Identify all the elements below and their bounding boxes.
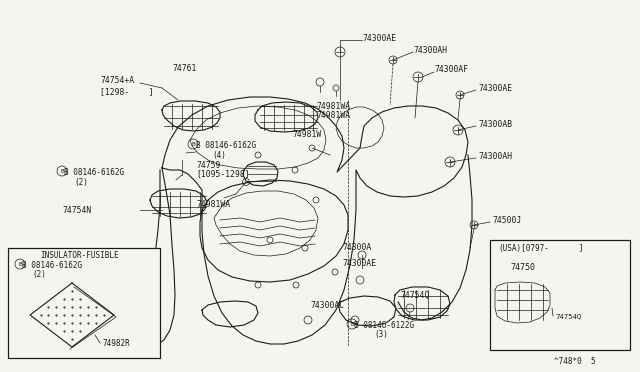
Text: 74500J: 74500J	[492, 215, 521, 224]
Text: 74300AE: 74300AE	[342, 260, 376, 269]
Text: (2): (2)	[32, 270, 46, 279]
Text: B: B	[18, 262, 22, 266]
Text: 74981WA: 74981WA	[196, 199, 230, 208]
Text: 74300AF: 74300AF	[434, 64, 468, 74]
Text: (USA)[0797-: (USA)[0797-	[498, 244, 549, 253]
Text: 74981W: 74981W	[292, 129, 321, 138]
Text: 74754+A: 74754+A	[100, 76, 134, 84]
Text: 74300AE: 74300AE	[362, 33, 396, 42]
Text: 74754N: 74754N	[62, 205, 92, 215]
Text: 74982R: 74982R	[102, 339, 130, 347]
Text: INSULATOR-FUSIBLE: INSULATOR-FUSIBLE	[41, 251, 119, 260]
Text: B 08146-6162G: B 08146-6162G	[196, 141, 256, 150]
Text: B 08146-6162G: B 08146-6162G	[22, 260, 82, 269]
Text: B 08146-6122G: B 08146-6122G	[354, 321, 414, 330]
Text: 74300AH: 74300AH	[413, 45, 447, 55]
Text: B: B	[191, 141, 195, 147]
Bar	[8, 248, 160, 358]
Text: (2): (2)	[74, 177, 88, 186]
Text: ]: ]	[565, 244, 584, 253]
Text: 74754Q: 74754Q	[400, 291, 429, 299]
Text: 74300AH: 74300AH	[478, 151, 512, 160]
Bar	[490, 240, 630, 350]
Text: 74759: 74759	[196, 160, 220, 170]
Text: B: B	[60, 169, 64, 173]
Text: 74300A: 74300A	[342, 244, 371, 253]
Text: 74981WA: 74981WA	[316, 110, 350, 119]
Text: 74300AB: 74300AB	[478, 119, 512, 128]
Text: 74754Q: 74754Q	[555, 313, 581, 319]
Text: 74750: 74750	[510, 263, 535, 273]
Bar	[8, 248, 160, 358]
Text: 74981WA: 74981WA	[316, 102, 350, 110]
Text: B 08146-6162G: B 08146-6162G	[64, 167, 124, 176]
Text: ^748*0  5: ^748*0 5	[554, 357, 596, 366]
Text: [1298-    ]: [1298- ]	[100, 87, 154, 96]
Text: [1095-1298]: [1095-1298]	[196, 170, 250, 179]
Text: B: B	[350, 321, 354, 327]
Text: 74300AC: 74300AC	[310, 301, 344, 311]
Bar	[490, 240, 630, 350]
Text: (3): (3)	[374, 330, 388, 340]
Text: 74300AE: 74300AE	[478, 83, 512, 93]
Text: 74761: 74761	[172, 64, 196, 73]
Text: (4): (4)	[212, 151, 226, 160]
